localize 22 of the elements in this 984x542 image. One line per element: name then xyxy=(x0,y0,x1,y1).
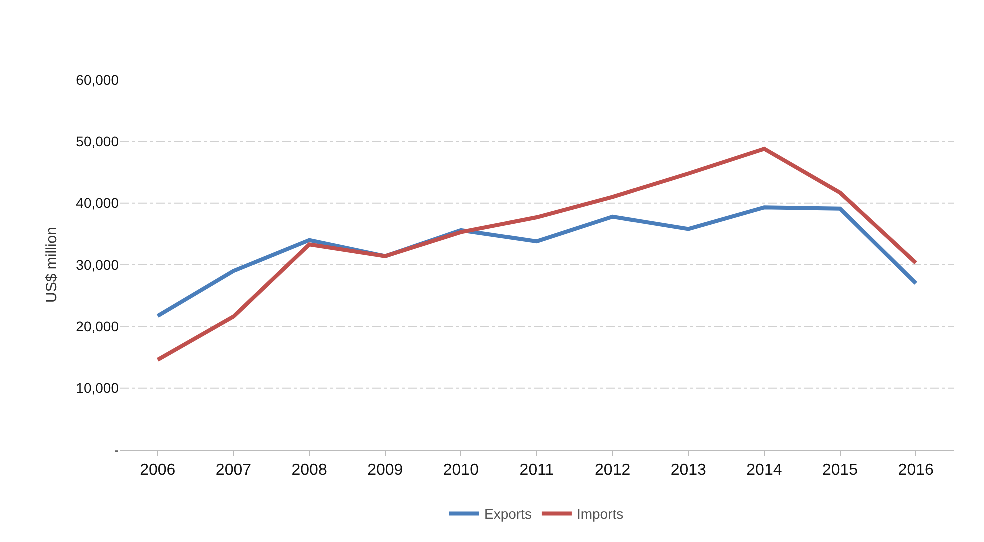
x-tick-label: 2011 xyxy=(520,462,554,480)
y-tick-label: - xyxy=(114,442,120,458)
y-tick-label: 10,000 xyxy=(76,380,120,396)
y-tick-label: 60,000 xyxy=(76,72,120,88)
x-tick-label: 2006 xyxy=(140,462,176,480)
x-tick-label: 2012 xyxy=(595,462,631,480)
x-tick-label: 2014 xyxy=(746,462,782,480)
y-tick-label: 20,000 xyxy=(76,318,120,335)
x-tick-label: 2013 xyxy=(670,462,707,480)
y-tick-label: 30,000 xyxy=(76,256,120,273)
x-tick-label: 2010 xyxy=(443,462,480,480)
y-axis-title: US$ million xyxy=(43,227,60,303)
y-tick-label: 40,000 xyxy=(76,195,120,212)
x-tick-label: 2007 xyxy=(216,462,252,480)
y-tick-label: 50,000 xyxy=(76,134,120,150)
x-tick-label: 2016 xyxy=(898,462,934,480)
x-tick-label: 2015 xyxy=(822,462,858,480)
legend-label: Exports xyxy=(484,506,532,522)
legend-label: Imports xyxy=(576,506,624,522)
line-series xyxy=(156,147,918,362)
x-tick-label: 2009 xyxy=(368,462,404,480)
x-tick-label: 2008 xyxy=(292,462,328,480)
